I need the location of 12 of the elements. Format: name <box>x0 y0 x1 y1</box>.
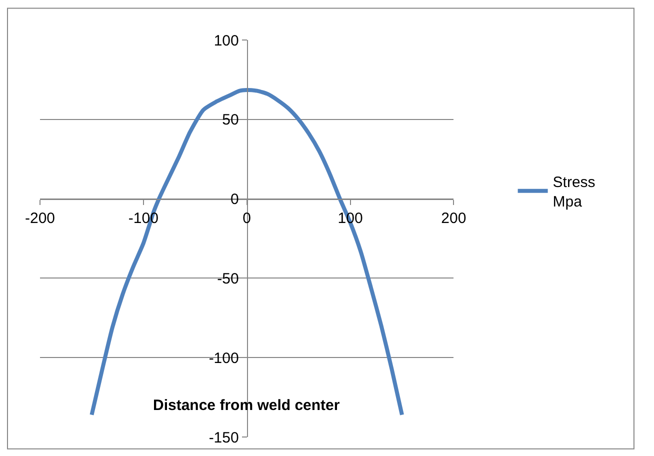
x-tick-label: 0 <box>242 210 252 227</box>
y-tick-label: -100 <box>208 350 239 367</box>
y-tick-label: 0 <box>230 191 239 208</box>
y-tick-label: -50 <box>217 270 239 288</box>
y-tick-label: 50 <box>222 112 239 129</box>
line-series <box>90 88 404 417</box>
legend-label: Stress Mpa <box>552 174 596 210</box>
x-tick-label: 200 <box>441 210 466 227</box>
x-axis-title: Distance from weld center <box>153 397 340 414</box>
y-tick-label: -150 <box>208 429 239 446</box>
y-tick-label: 100 <box>214 32 239 50</box>
x-tick-label: -200 <box>24 210 56 227</box>
